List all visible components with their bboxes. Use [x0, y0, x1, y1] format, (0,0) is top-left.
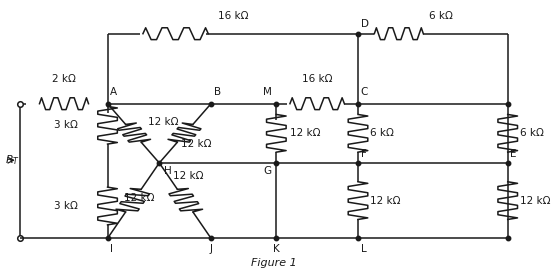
Text: M: M — [263, 87, 272, 97]
Text: 12 kΩ: 12 kΩ — [181, 140, 212, 149]
Text: 12 kΩ: 12 kΩ — [290, 128, 320, 138]
Text: 12 kΩ: 12 kΩ — [370, 196, 400, 206]
Text: I: I — [110, 244, 113, 254]
Text: 6 kΩ: 6 kΩ — [520, 128, 544, 138]
Text: G: G — [264, 166, 272, 176]
Text: D: D — [361, 19, 369, 29]
Text: 2 kΩ: 2 kΩ — [52, 75, 76, 85]
Text: J: J — [209, 244, 213, 254]
Text: 12 kΩ: 12 kΩ — [173, 171, 203, 181]
Text: 12 kΩ: 12 kΩ — [124, 193, 154, 203]
Text: 16 kΩ: 16 kΩ — [302, 75, 333, 85]
Text: 6 kΩ: 6 kΩ — [429, 11, 453, 21]
Text: 6 kΩ: 6 kΩ — [370, 128, 394, 138]
Text: 16 kΩ: 16 kΩ — [218, 11, 248, 21]
Text: E: E — [510, 149, 517, 159]
Text: K: K — [273, 244, 280, 254]
Text: 12 kΩ: 12 kΩ — [148, 117, 179, 127]
Text: H: H — [164, 166, 172, 176]
Text: A: A — [110, 87, 118, 97]
Text: 3 kΩ: 3 kΩ — [53, 120, 77, 130]
Text: $R_T$: $R_T$ — [5, 153, 20, 167]
Text: L: L — [361, 244, 367, 254]
Text: B: B — [214, 87, 221, 97]
Text: Figure 1: Figure 1 — [251, 258, 296, 268]
Text: C: C — [361, 87, 368, 97]
Text: 12 kΩ: 12 kΩ — [520, 196, 550, 206]
Text: F: F — [361, 149, 367, 159]
Text: 3 kΩ: 3 kΩ — [53, 201, 77, 211]
